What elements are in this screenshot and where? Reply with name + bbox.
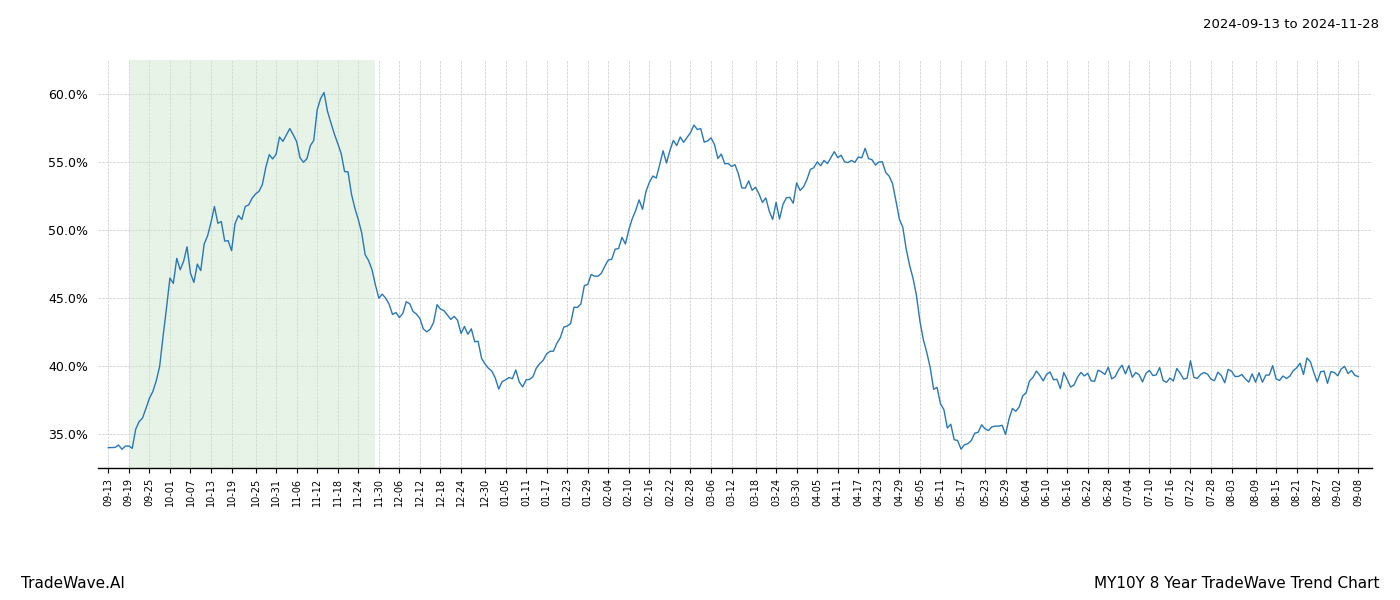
Text: MY10Y 8 Year TradeWave Trend Chart: MY10Y 8 Year TradeWave Trend Chart <box>1093 576 1379 591</box>
Bar <box>129 60 375 468</box>
Text: 2024-09-13 to 2024-11-28: 2024-09-13 to 2024-11-28 <box>1203 18 1379 31</box>
Text: TradeWave.AI: TradeWave.AI <box>21 576 125 591</box>
